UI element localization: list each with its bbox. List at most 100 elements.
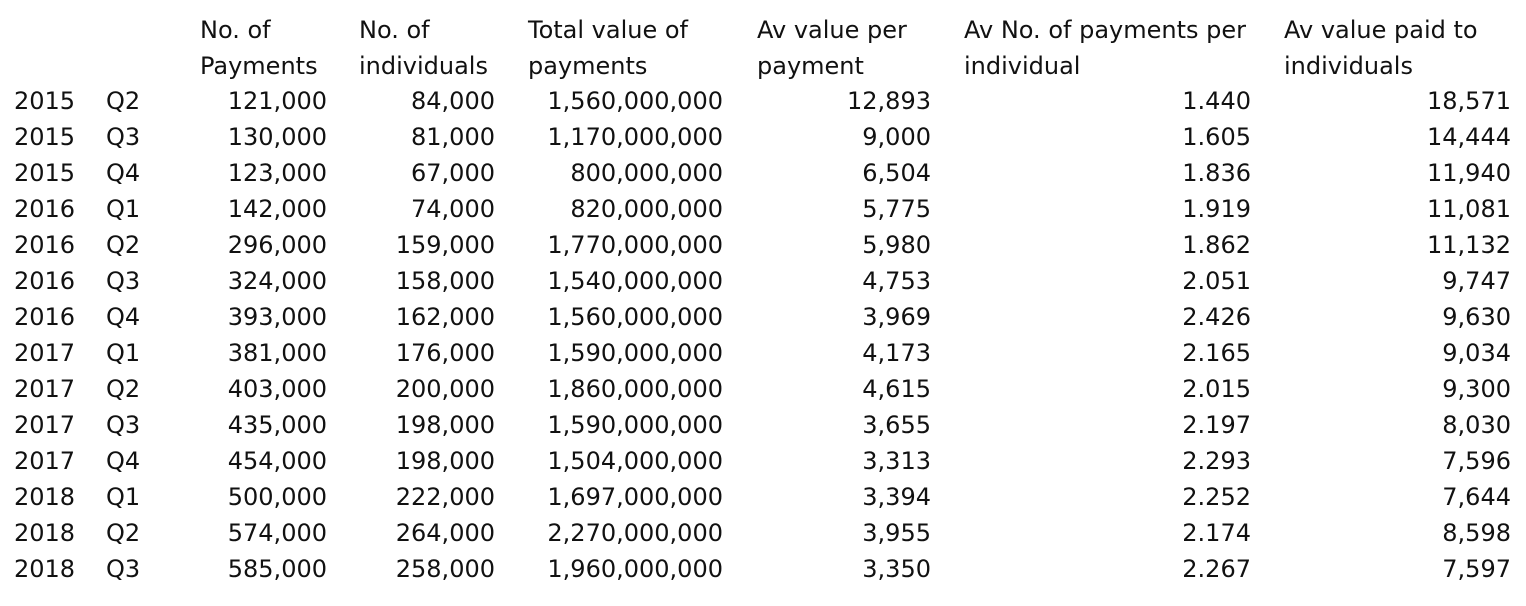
table-row: 2015 Q4 123,000 67,000 800,000,000 6,504… (0, 155, 1526, 191)
total-value-cell: 1,590,000,000 (547, 411, 723, 439)
av-payments-per-individual-cell: 2.051 (1182, 267, 1251, 295)
table-row: 2017 Q4 454,000 198,000 1,504,000,000 3,… (0, 443, 1526, 479)
av-value-per-payment-cell: 3,313 (862, 447, 931, 475)
av-value-per-individual-cell: 18,571 (1427, 87, 1511, 115)
quarter-cell: Q1 (106, 195, 141, 223)
quarter-cell: Q2 (106, 375, 141, 403)
year-cell: 2017 (14, 339, 76, 367)
av-payments-per-individual-cell: 1.605 (1182, 123, 1251, 151)
av-value-per-payment-cell: 3,655 (862, 411, 931, 439)
payments-cell: 296,000 (227, 231, 327, 259)
header-av-value-per-payment: Av value per payment (757, 12, 907, 84)
av-value-per-payment-cell: 12,893 (847, 87, 931, 115)
av-payments-per-individual-cell: 1.919 (1182, 195, 1251, 223)
individuals-cell: 74,000 (411, 195, 495, 223)
header-line: Av value per (757, 16, 907, 44)
header-line: Av No. of payments per (964, 16, 1246, 44)
header-line: payment (757, 52, 864, 80)
quarter-cell: Q4 (106, 159, 141, 187)
table-row: 2018 Q3 585,000 258,000 1,960,000,000 3,… (0, 551, 1526, 587)
av-value-per-payment-cell: 4,753 (862, 267, 931, 295)
table-row: 2016 Q4 393,000 162,000 1,560,000,000 3,… (0, 299, 1526, 335)
av-value-per-individual-cell: 7,596 (1442, 447, 1511, 475)
header-line: No. of (359, 16, 430, 44)
payments-cell: 381,000 (227, 339, 327, 367)
table-row: 2018 Q1 500,000 222,000 1,697,000,000 3,… (0, 479, 1526, 515)
av-value-per-individual-cell: 7,597 (1442, 555, 1511, 583)
individuals-cell: 198,000 (395, 447, 495, 475)
table-row: 2015 Q3 130,000 81,000 1,170,000,000 9,0… (0, 119, 1526, 155)
individuals-cell: 222,000 (395, 483, 495, 511)
payments-cell: 403,000 (227, 375, 327, 403)
av-value-per-payment-cell: 3,350 (862, 555, 931, 583)
payments-cell: 435,000 (227, 411, 327, 439)
av-payments-per-individual-cell: 2.267 (1182, 555, 1251, 583)
av-payments-per-individual-cell: 2.293 (1182, 447, 1251, 475)
av-value-per-individual-cell: 9,034 (1442, 339, 1511, 367)
av-payments-per-individual-cell: 1.862 (1182, 231, 1251, 259)
header-total-value: Total value of payments (528, 12, 688, 84)
payments-cell: 574,000 (227, 519, 327, 547)
payments-cell: 585,000 (227, 555, 327, 583)
quarter-cell: Q2 (106, 231, 141, 259)
total-value-cell: 1,770,000,000 (547, 231, 723, 259)
quarter-cell: Q1 (106, 339, 141, 367)
individuals-cell: 264,000 (395, 519, 495, 547)
header-line: payments (528, 52, 648, 80)
header-no-of-payments: No. of Payments (200, 12, 318, 84)
total-value-cell: 1,560,000,000 (547, 87, 723, 115)
av-value-per-individual-cell: 11,081 (1427, 195, 1511, 223)
quarter-cell: Q4 (106, 447, 141, 475)
year-cell: 2017 (14, 447, 76, 475)
total-value-cell: 1,560,000,000 (547, 303, 723, 331)
av-value-per-individual-cell: 9,747 (1442, 267, 1511, 295)
year-cell: 2018 (14, 519, 76, 547)
payments-cell: 123,000 (227, 159, 327, 187)
av-payments-per-individual-cell: 2.015 (1182, 375, 1251, 403)
individuals-cell: 200,000 (395, 375, 495, 403)
payments-cell: 142,000 (227, 195, 327, 223)
year-cell: 2018 (14, 555, 76, 583)
payments-cell: 500,000 (227, 483, 327, 511)
header-line: Payments (200, 52, 318, 80)
quarter-cell: Q2 (106, 87, 141, 115)
total-value-cell: 1,540,000,000 (547, 267, 723, 295)
quarter-cell: Q4 (106, 303, 141, 331)
av-payments-per-individual-cell: 2.174 (1182, 519, 1251, 547)
total-value-cell: 1,697,000,000 (547, 483, 723, 511)
table-row: 2017 Q1 381,000 176,000 1,590,000,000 4,… (0, 335, 1526, 371)
table-row: 2017 Q3 435,000 198,000 1,590,000,000 3,… (0, 407, 1526, 443)
payments-cell: 130,000 (227, 123, 327, 151)
quarter-cell: Q3 (106, 123, 141, 151)
individuals-cell: 258,000 (395, 555, 495, 583)
year-cell: 2015 (14, 159, 76, 187)
payments-cell: 324,000 (227, 267, 327, 295)
total-value-cell: 1,590,000,000 (547, 339, 723, 367)
av-value-per-individual-cell: 7,644 (1442, 483, 1511, 511)
total-value-cell: 1,960,000,000 (547, 555, 723, 583)
individuals-cell: 81,000 (411, 123, 495, 151)
individuals-cell: 162,000 (395, 303, 495, 331)
individuals-cell: 176,000 (395, 339, 495, 367)
header-line: No. of (200, 16, 271, 44)
av-payments-per-individual-cell: 2.252 (1182, 483, 1251, 511)
av-value-per-individual-cell: 14,444 (1427, 123, 1511, 151)
quarter-cell: Q3 (106, 555, 141, 583)
av-payments-per-individual-cell: 1.440 (1182, 87, 1251, 115)
header-av-value-paid-to-individuals: Av value paid to individuals (1284, 12, 1478, 84)
table-row: 2018 Q2 574,000 264,000 2,270,000,000 3,… (0, 515, 1526, 551)
quarter-cell: Q3 (106, 267, 141, 295)
year-cell: 2015 (14, 123, 76, 151)
individuals-cell: 67,000 (411, 159, 495, 187)
av-value-per-individual-cell: 11,940 (1427, 159, 1511, 187)
individuals-cell: 198,000 (395, 411, 495, 439)
individuals-cell: 159,000 (395, 231, 495, 259)
av-value-per-payment-cell: 5,775 (862, 195, 931, 223)
payments-cell: 121,000 (227, 87, 327, 115)
year-cell: 2017 (14, 411, 76, 439)
table-row: 2017 Q2 403,000 200,000 1,860,000,000 4,… (0, 371, 1526, 407)
header-line: Av value paid to (1284, 16, 1478, 44)
total-value-cell: 2,270,000,000 (547, 519, 723, 547)
header-line: individuals (359, 52, 488, 80)
header-line: Total value of (528, 16, 688, 44)
